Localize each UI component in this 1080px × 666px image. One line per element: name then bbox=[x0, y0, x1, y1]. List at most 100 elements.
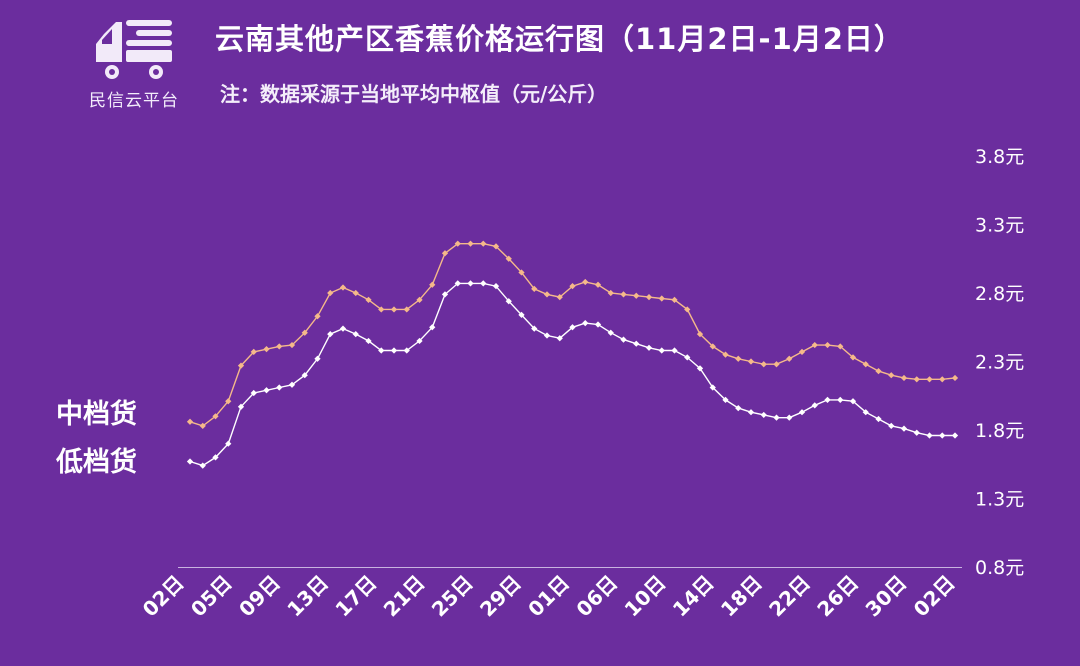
data-point-mid-grade bbox=[862, 361, 869, 368]
data-point-low-grade bbox=[671, 347, 678, 354]
data-point-mid-grade bbox=[582, 278, 589, 286]
data-point-low-grade bbox=[837, 396, 844, 403]
chart-subtitle: 注：数据采源于当地平均中枢值（元/公斤） bbox=[220, 82, 608, 106]
data-point-mid-grade bbox=[543, 291, 551, 298]
data-point-low-grade bbox=[939, 432, 946, 439]
data-point-mid-grade bbox=[645, 293, 653, 301]
data-point-mid-grade bbox=[620, 291, 627, 298]
x-tick-label: 13日 bbox=[282, 571, 333, 622]
series-label-low: 低档货 bbox=[56, 447, 137, 478]
data-point-mid-grade bbox=[786, 355, 793, 362]
data-point-low-grade bbox=[824, 396, 831, 403]
data-point-low-grade bbox=[352, 330, 359, 338]
data-point-mid-grade bbox=[480, 240, 487, 247]
data-point-mid-grade bbox=[798, 348, 806, 356]
data-point-low-grade bbox=[378, 347, 385, 354]
data-point-mid-grade bbox=[288, 341, 296, 349]
x-tick-label: 25日 bbox=[427, 571, 478, 622]
data-point-mid-grade bbox=[811, 341, 818, 349]
data-point-mid-grade bbox=[747, 358, 755, 365]
data-point-low-grade bbox=[288, 381, 296, 388]
data-point-low-grade bbox=[467, 280, 474, 287]
data-point-mid-grade bbox=[875, 367, 882, 375]
data-point-low-grade bbox=[633, 340, 640, 347]
data-point-mid-grade bbox=[709, 343, 716, 350]
x-tick-label: 18日 bbox=[716, 571, 767, 622]
x-tick-label: 22日 bbox=[764, 571, 815, 622]
data-point-low-grade bbox=[480, 280, 487, 287]
data-point-low-grade bbox=[913, 429, 920, 436]
data-point-low-grade bbox=[951, 432, 959, 439]
data-point-low-grade bbox=[314, 355, 321, 362]
data-point-low-grade bbox=[900, 425, 908, 432]
data-point-mid-grade bbox=[837, 343, 844, 350]
data-point-mid-grade bbox=[926, 376, 933, 383]
data-point-mid-grade bbox=[327, 289, 334, 297]
data-point-mid-grade bbox=[505, 255, 512, 262]
data-point-mid-grade bbox=[403, 306, 410, 313]
data-point-low-grade bbox=[390, 347, 398, 354]
data-point-mid-grade bbox=[186, 418, 194, 425]
chart-title: 云南其他产区香蕉价格运行图（11月2日-1月2日） bbox=[215, 22, 904, 56]
data-point-mid-grade bbox=[429, 281, 436, 288]
data-point-low-grade bbox=[492, 283, 500, 290]
data-point-low-grade bbox=[773, 414, 780, 421]
data-point-low-grade bbox=[327, 330, 334, 338]
data-point-low-grade bbox=[747, 409, 755, 416]
data-point-low-grade bbox=[786, 414, 793, 421]
data-point-low-grade bbox=[276, 384, 283, 391]
data-point-low-grade bbox=[556, 335, 563, 342]
data-point-mid-grade bbox=[339, 284, 347, 291]
data-point-mid-grade bbox=[888, 372, 895, 379]
x-tick-label: 02日 bbox=[138, 571, 189, 622]
data-point-mid-grade bbox=[900, 374, 908, 382]
data-point-low-grade bbox=[416, 337, 423, 345]
x-tick-label: 05日 bbox=[186, 571, 237, 622]
x-tick-label: 09日 bbox=[234, 571, 285, 622]
data-point-mid-grade bbox=[760, 361, 767, 368]
x-tick-label: 06日 bbox=[571, 571, 622, 622]
data-point-mid-grade bbox=[913, 376, 920, 383]
data-point-low-grade bbox=[658, 347, 665, 354]
x-tick-label: 14日 bbox=[668, 571, 719, 622]
data-point-mid-grade bbox=[378, 306, 385, 313]
data-point-low-grade bbox=[505, 298, 512, 305]
data-point-low-grade bbox=[645, 344, 653, 351]
data-point-low-grade bbox=[875, 415, 882, 423]
x-tick-label: 30日 bbox=[861, 571, 912, 622]
data-point-low-grade bbox=[339, 325, 347, 332]
data-point-low-grade bbox=[301, 372, 308, 379]
data-point-mid-grade bbox=[416, 296, 423, 303]
data-point-low-grade bbox=[798, 409, 806, 416]
data-point-low-grade bbox=[760, 411, 767, 419]
logo-text: 民信云平台 bbox=[89, 91, 179, 111]
data-point-mid-grade bbox=[301, 329, 308, 336]
data-point-low-grade bbox=[620, 336, 627, 343]
data-point-low-grade bbox=[543, 332, 551, 339]
data-point-low-grade bbox=[888, 422, 895, 430]
series-label-mid: 中档货 bbox=[56, 399, 137, 430]
x-tick-label: 26日 bbox=[812, 571, 863, 622]
data-point-low-grade bbox=[429, 324, 436, 331]
data-point-mid-grade bbox=[365, 296, 372, 303]
data-point-low-grade bbox=[582, 320, 589, 327]
y-tick-label: 3.3元 bbox=[975, 215, 1024, 237]
data-point-low-grade bbox=[365, 337, 372, 345]
data-point-mid-grade bbox=[556, 293, 563, 301]
data-point-mid-grade bbox=[263, 346, 270, 353]
data-point-low-grade bbox=[722, 396, 729, 403]
data-point-low-grade bbox=[531, 325, 538, 332]
y-tick-label: 1.3元 bbox=[975, 489, 1024, 511]
data-point-low-grade bbox=[403, 347, 410, 354]
data-point-low-grade bbox=[186, 458, 194, 465]
data-point-mid-grade bbox=[390, 306, 398, 313]
data-point-mid-grade bbox=[633, 292, 640, 299]
data-point-mid-grade bbox=[352, 289, 359, 297]
data-point-mid-grade bbox=[314, 313, 321, 320]
data-point-low-grade bbox=[454, 280, 461, 287]
data-point-mid-grade bbox=[773, 361, 780, 368]
x-tick-label: 02日 bbox=[909, 571, 960, 622]
data-point-low-grade bbox=[441, 291, 449, 298]
data-point-low-grade bbox=[926, 432, 933, 439]
